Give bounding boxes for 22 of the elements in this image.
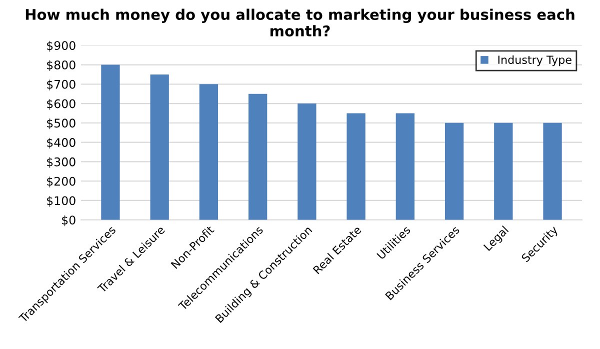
y-tick-label: $200 <box>47 176 76 188</box>
bar <box>199 84 218 220</box>
bar <box>101 64 120 220</box>
bar <box>346 113 366 220</box>
y-tick-label: $300 <box>47 157 76 168</box>
legend-label: Industry Type <box>498 55 572 66</box>
bar <box>444 122 464 220</box>
chart-title: How much money do you allocate to marketing your business each month? <box>26 8 574 36</box>
bar <box>494 122 513 220</box>
y-tick-label: $500 <box>47 118 76 130</box>
bar <box>150 74 169 220</box>
y-tick-label: $600 <box>47 99 76 110</box>
bar <box>396 113 415 220</box>
y-tick-label: $800 <box>47 60 76 71</box>
y-tick-label: $900 <box>47 40 76 52</box>
y-tick-label: $100 <box>47 196 76 207</box>
bar <box>298 104 316 220</box>
y-tick-label: $400 <box>47 138 76 149</box>
y-tick-label: $0 <box>62 215 76 226</box>
y-tick-label: $700 <box>47 80 76 90</box>
bar <box>543 122 562 220</box>
bar <box>248 94 268 220</box>
